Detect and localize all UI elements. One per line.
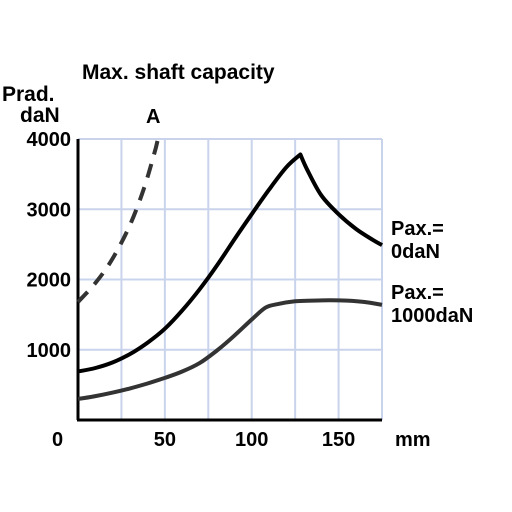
y-tick-label: 4000 (27, 129, 72, 151)
y-axis-label-line1: Prad. (2, 83, 55, 106)
y-tick-label: 3000 (27, 199, 72, 221)
x-tick-label: 150 (322, 429, 355, 451)
y-axis-label-line2: daN (20, 104, 60, 127)
origin-label: 0 (52, 429, 63, 451)
series-line-0dan (77, 152, 383, 374)
chart-title: Max. shaft capacity (82, 61, 275, 84)
axes: 1000 2000 3000 4000 50 100 150 (27, 129, 382, 451)
grid (78, 138, 383, 420)
x-axis-unit-label: mm (395, 429, 431, 451)
x-tick-label: 50 (154, 429, 176, 451)
series-line-curve-a (76, 138, 160, 304)
y-tick-label: 1000 (27, 340, 72, 362)
series-label-0dan-line1: Pax.= (391, 218, 444, 240)
series-label-1000dan-line2: 1000daN (391, 305, 473, 327)
series-label-curve-a: A (146, 106, 160, 128)
x-tick-label: 100 (235, 429, 268, 451)
y-tick-label: 2000 (27, 270, 72, 292)
series-lines (76, 138, 383, 401)
series-line-1000dan (77, 298, 383, 401)
series-label-0dan-line2: 0daN (391, 241, 440, 263)
series-label-1000dan-line1: Pax.= (391, 282, 444, 304)
